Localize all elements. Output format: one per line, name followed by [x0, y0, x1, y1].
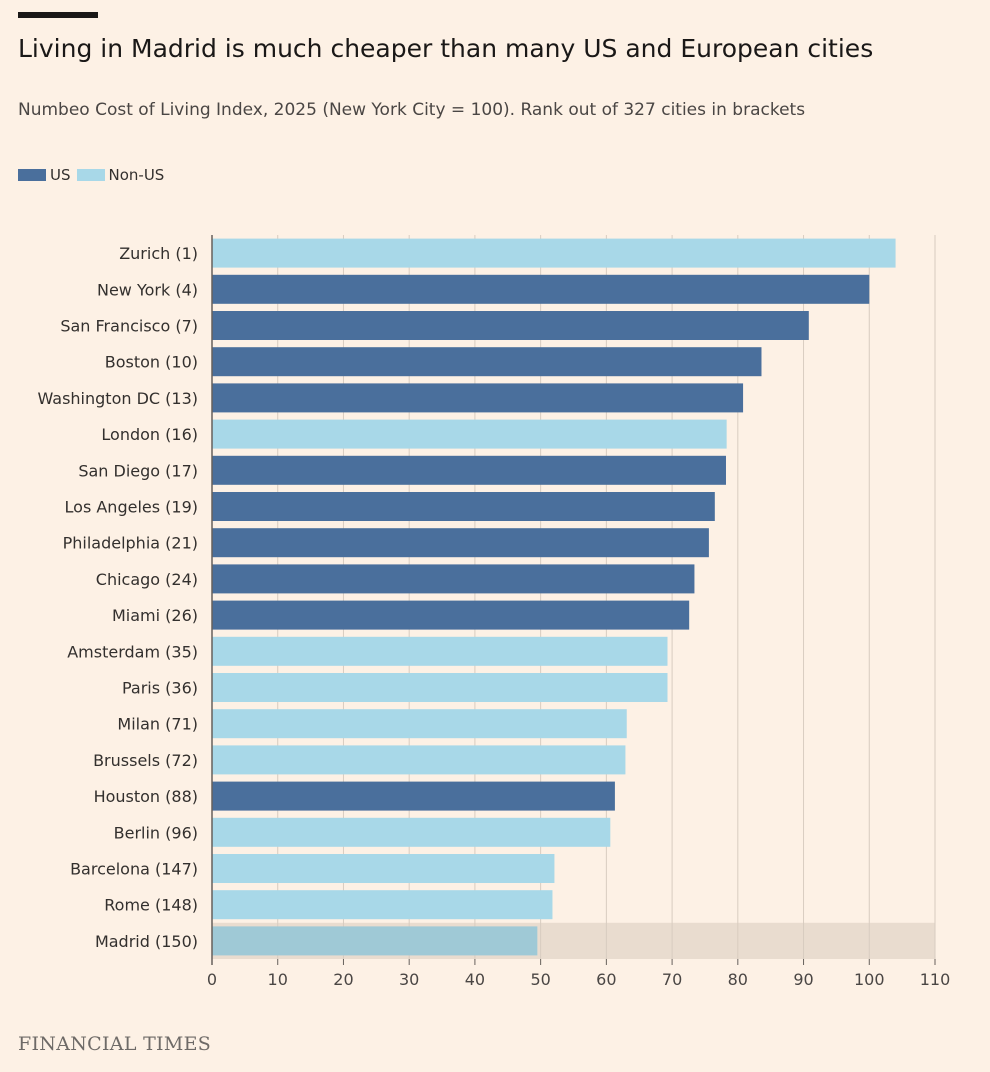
category-label: Rome (148) [104, 896, 198, 915]
bar [212, 673, 668, 702]
category-label: London (16) [101, 425, 198, 444]
chart-title: Living in Madrid is much cheaper than ma… [18, 34, 874, 63]
legend-swatch-non-us [76, 169, 105, 181]
x-tick-label: 70 [662, 970, 682, 989]
legend-swatch-us [18, 169, 46, 181]
bar [212, 890, 553, 920]
legend-item-non-us: Non-US [76, 166, 165, 184]
x-tick-label: 60 [596, 970, 616, 989]
bar [212, 528, 709, 558]
category-label: Barcelona (147) [70, 860, 198, 879]
bar [212, 854, 555, 883]
legend-item-us: US [18, 166, 71, 184]
category-label: Berlin (96) [114, 823, 198, 842]
bar [212, 455, 726, 485]
category-label: Milan (71) [117, 715, 198, 734]
top-rule [18, 12, 98, 18]
category-label: Boston (10) [105, 353, 198, 372]
x-tick-label: 40 [465, 970, 485, 989]
category-label: Zurich (1) [119, 244, 198, 263]
x-tick-label: 100 [854, 970, 885, 989]
x-tick-label: 110 [920, 970, 951, 989]
category-label: New York (4) [97, 280, 198, 299]
category-label: Washington DC (13) [37, 389, 198, 408]
bar [212, 311, 809, 340]
legend-label-non-us: Non-US [108, 166, 165, 184]
bar [212, 419, 727, 449]
x-tick-label: 20 [333, 970, 353, 989]
x-tick-label: 90 [793, 970, 813, 989]
x-tick-label: 30 [399, 970, 419, 989]
category-label: Houston (88) [94, 787, 198, 806]
bar [212, 383, 744, 413]
bar [212, 745, 626, 775]
bar [212, 274, 870, 304]
category-label: Madrid (150) [95, 932, 198, 951]
bar [212, 926, 538, 956]
x-tick-label: 0 [207, 970, 217, 989]
category-label: Amsterdam (35) [67, 642, 198, 661]
category-label: Miami (26) [112, 606, 198, 625]
chart-subtitle: Numbeo Cost of Living Index, 2025 (New Y… [18, 100, 806, 120]
x-tick-label: 50 [530, 970, 550, 989]
bar [212, 564, 695, 594]
bar [212, 817, 611, 847]
category-label: Philadelphia (21) [63, 534, 198, 553]
bar [212, 492, 715, 521]
bar [212, 347, 762, 377]
bar [212, 238, 896, 268]
legend: US Non-US [18, 166, 170, 184]
category-label: Chicago (24) [96, 570, 198, 589]
category-label: San Francisco (7) [60, 317, 198, 336]
bar [212, 709, 627, 739]
category-label: San Diego (17) [78, 461, 198, 480]
bar [212, 636, 668, 666]
category-label: Brussels (72) [93, 751, 198, 770]
x-tick-label: 10 [268, 970, 288, 989]
bar [212, 600, 690, 630]
category-label: Los Angeles (19) [65, 498, 198, 517]
source-logo-text: FINANCIAL TIMES [18, 1033, 212, 1055]
bar [212, 781, 615, 811]
bar-chart: Zurich (1) New York (4) San Francisco (7) B… [37, 235, 951, 989]
legend-label-us: US [50, 166, 71, 184]
x-tick-label: 80 [728, 970, 748, 989]
category-label: Paris (36) [122, 679, 198, 698]
